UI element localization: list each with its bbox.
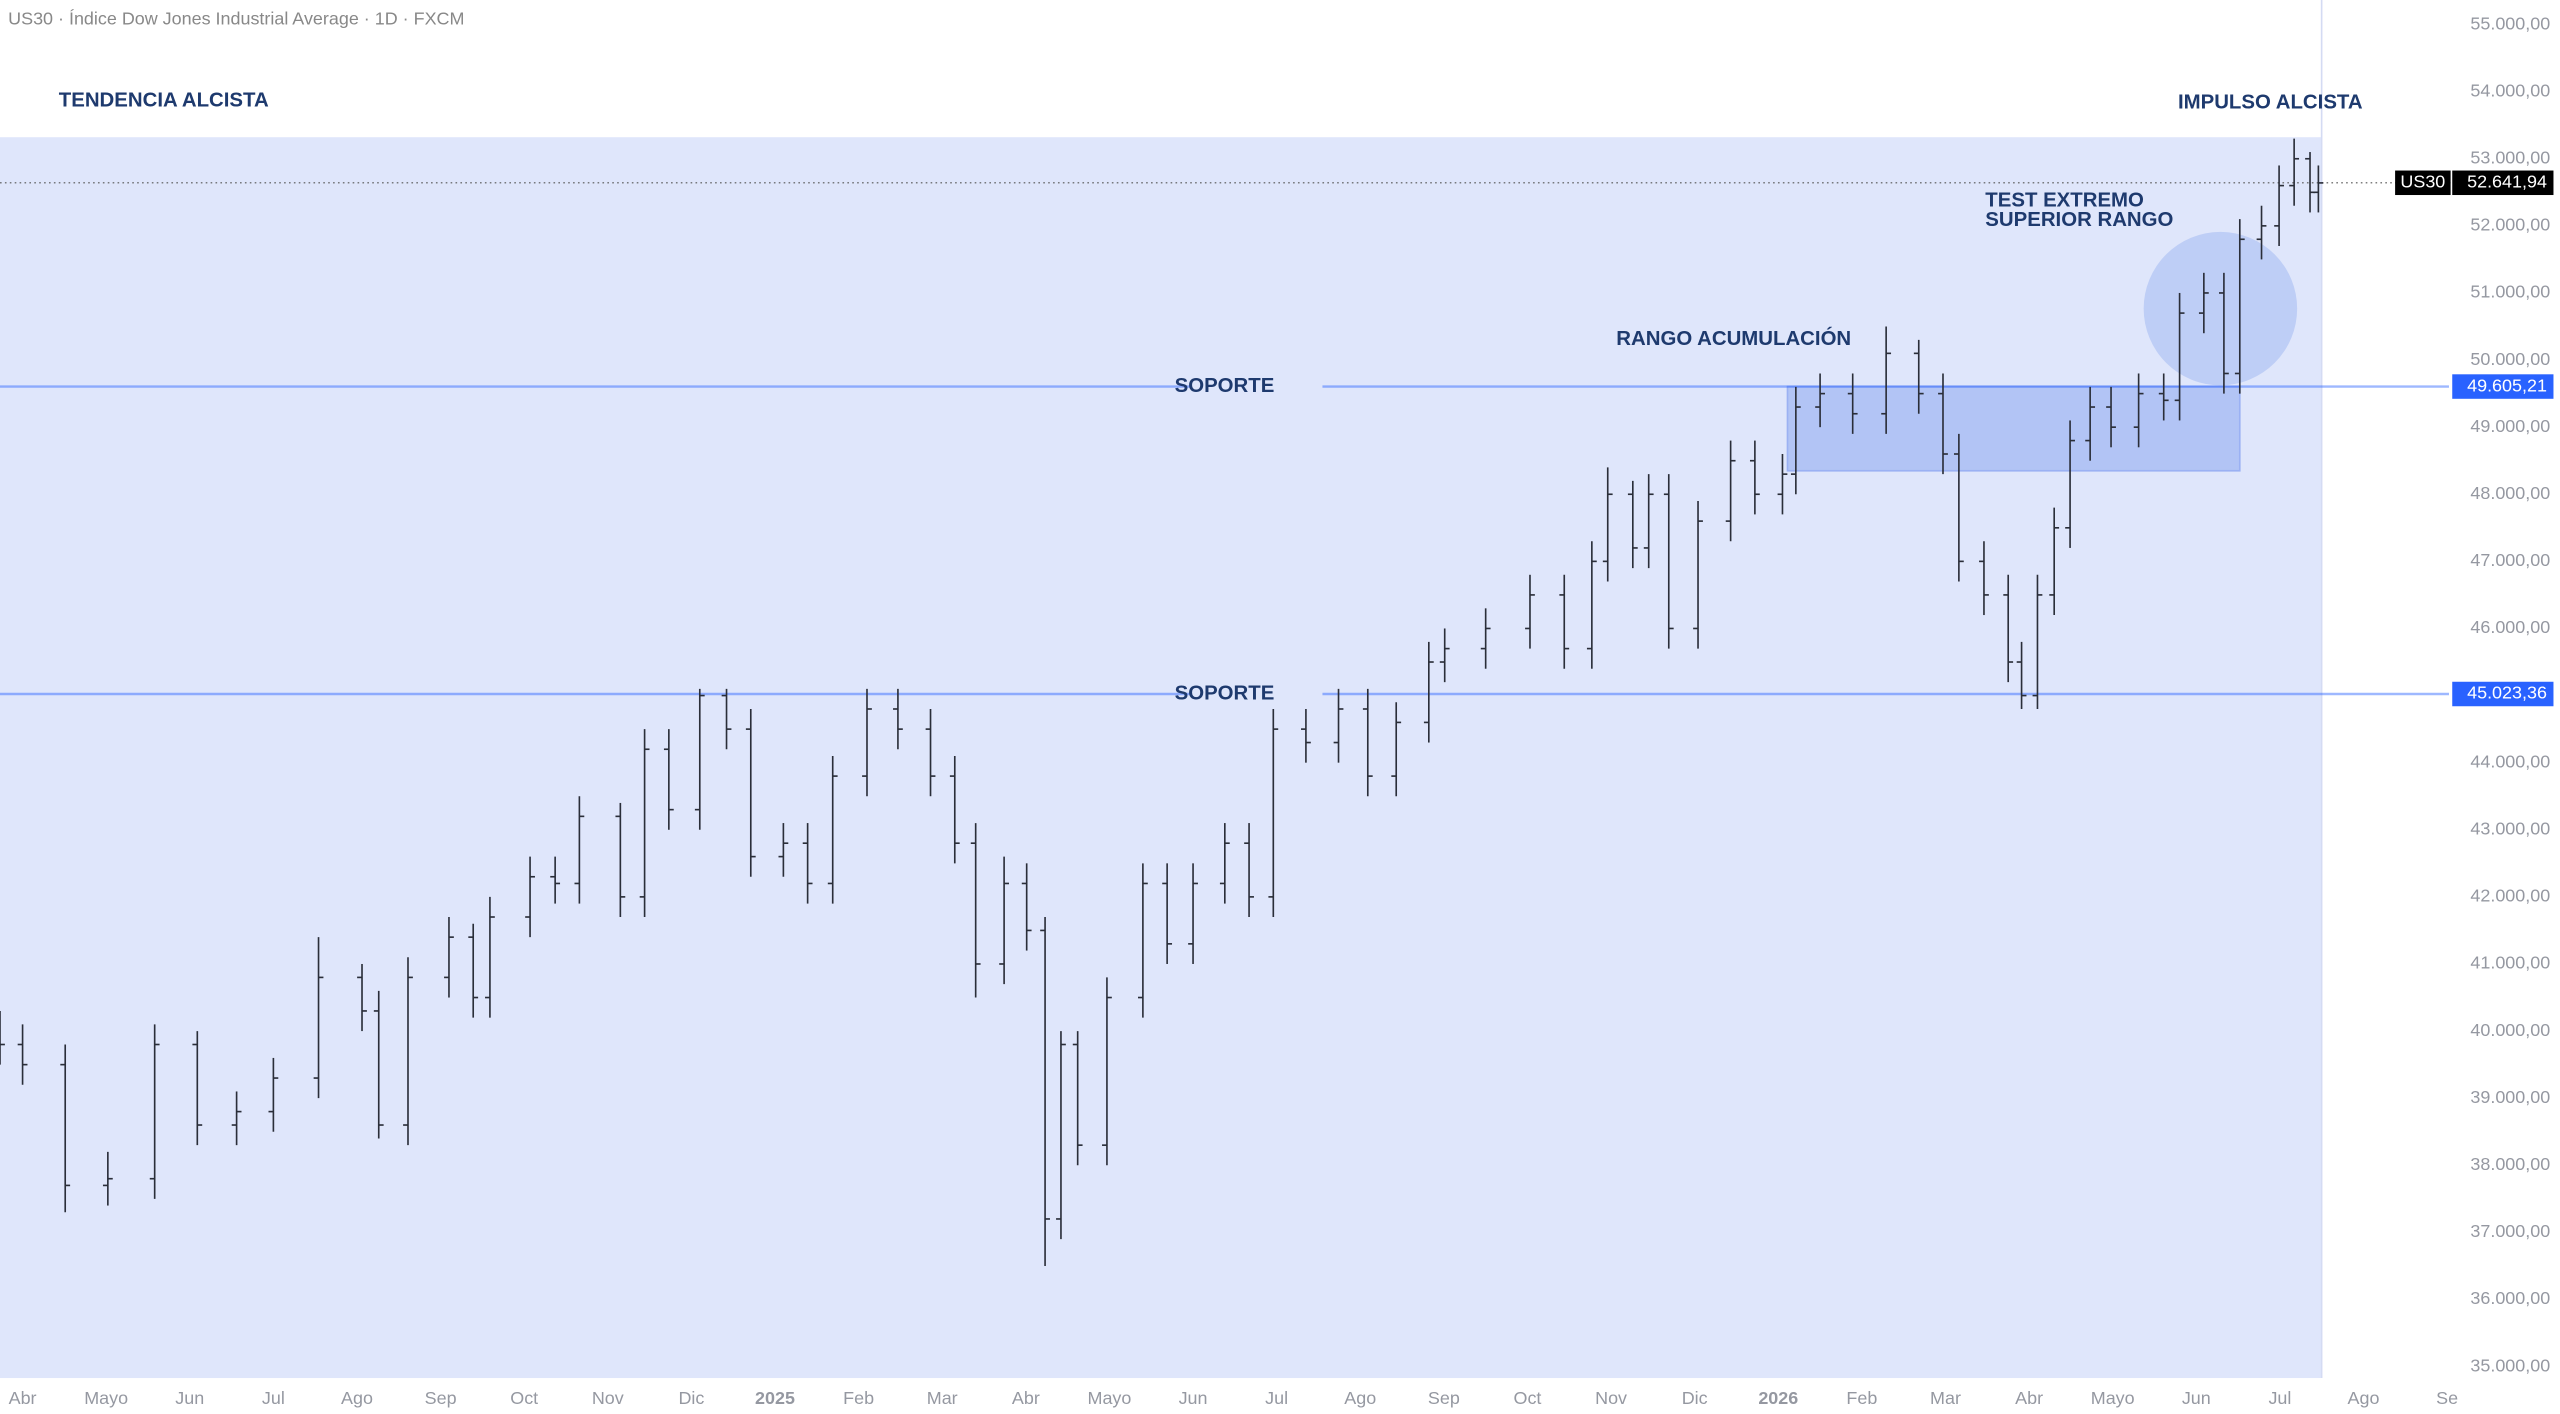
y-tick-label: 51.000,00 — [2470, 282, 2550, 302]
x-tick-label: Feb — [843, 1388, 874, 1408]
x-tick-label: Jun — [1179, 1388, 1208, 1408]
y-tick-label: 55.000,00 — [2470, 13, 2550, 33]
x-tick-label: Jul — [262, 1388, 285, 1408]
trend-background — [0, 137, 2322, 1379]
price-value: 52.641,94 — [2467, 172, 2547, 192]
highlight-circle — [2143, 231, 2298, 386]
y-tick-label: 54.000,00 — [2470, 80, 2550, 100]
x-tick-label: Nov — [1595, 1388, 1627, 1408]
price-name-badge — [2395, 170, 2451, 196]
price-name: US30 — [2400, 172, 2445, 192]
x-tick-label: Abr — [1012, 1388, 1040, 1408]
level-name: SOPORTE — [1175, 375, 1275, 397]
x-tick-label: Jun — [2182, 1388, 2211, 1408]
x-tick-label: Sep — [425, 1388, 457, 1408]
x-tick-label: Abr — [9, 1388, 37, 1408]
label-bg — [1191, 680, 1323, 708]
y-tick-label: 41.000,00 — [2470, 953, 2550, 973]
y-tick-label: 53.000,00 — [2470, 147, 2550, 167]
y-tick-label: 38.000,00 — [2470, 1154, 2550, 1174]
y-tick-label: 52.000,00 — [2470, 215, 2550, 235]
x-tick-label: Mayo — [2091, 1388, 2135, 1408]
x-tick-label: Oct — [510, 1388, 538, 1408]
level-name: SOPORTE — [1175, 682, 1275, 704]
x-tick-label: Dic — [678, 1388, 704, 1408]
annotation: TEST EXTREMO — [1985, 189, 2144, 211]
price-badge — [2452, 170, 2554, 196]
x-tick-label: Dic — [1682, 1388, 1708, 1408]
y-tick-label: 48.000,00 — [2470, 483, 2550, 503]
x-tick-label: Mar — [927, 1388, 958, 1408]
x-tick-label: Feb — [1846, 1388, 1877, 1408]
annotation: SUPERIOR RANGO — [1985, 209, 2173, 231]
annotation: TENDENCIA ALCISTA — [59, 90, 269, 112]
y-tick-label: 50.000,00 — [2470, 349, 2550, 369]
x-tick-label: 2026 — [1758, 1388, 1798, 1408]
x-tick-label: Oct — [1514, 1388, 1542, 1408]
label-bg — [1191, 373, 1323, 400]
x-tick-label: Sep — [1428, 1388, 1460, 1408]
y-tick-label: 47.000,00 — [2470, 550, 2550, 570]
x-tick-label: Jul — [2268, 1388, 2291, 1408]
chart-title: US30 · Índice Dow Jones Industrial Avera… — [8, 8, 464, 28]
x-tick-label: 2025 — [755, 1388, 795, 1408]
level-badge — [2452, 681, 2554, 707]
x-tick-label: Ago — [1344, 1388, 1376, 1408]
x-tick-label: Jul — [1265, 1388, 1288, 1408]
y-tick-label: 42.000,00 — [2470, 886, 2550, 906]
x-tick-label: Ago — [341, 1388, 373, 1408]
x-tick-label: Se — [2436, 1388, 2458, 1408]
y-tick-label: 35.000,00 — [2470, 1355, 2550, 1375]
x-tick-label: Mayo — [1088, 1388, 1132, 1408]
marks — [0, 138, 2453, 1266]
level-badge — [2452, 374, 2554, 399]
y-tick-label: 36.000,00 — [2470, 1288, 2550, 1308]
y-tick-label: 39.000,00 — [2470, 1087, 2550, 1107]
x-tick-label: Abr — [2015, 1388, 2043, 1408]
y-tick-label: 44.000,00 — [2470, 751, 2550, 771]
y-tick-label: 40.000,00 — [2470, 1020, 2550, 1040]
annotation: RANGO ACUMULACIÓN — [1616, 326, 1851, 350]
x-tick-label: Mayo — [84, 1388, 128, 1408]
y-tick-label: 37.000,00 — [2470, 1221, 2550, 1241]
x-tick-label: Nov — [592, 1388, 624, 1408]
level-value: 45.023,36 — [2467, 683, 2547, 703]
x-tick-label: Mar — [1930, 1388, 1961, 1408]
range-zone — [1786, 385, 2241, 472]
x-tick-label: Jun — [175, 1388, 204, 1408]
y-tick-label: 43.000,00 — [2470, 819, 2550, 839]
x-tick-label: Ago — [2348, 1388, 2380, 1408]
annotation: IMPULSO ALCISTA — [2178, 91, 2363, 113]
y-tick-label: 49.000,00 — [2470, 416, 2550, 436]
level-value: 49.605,21 — [2467, 375, 2547, 395]
y-tick-label: 46.000,00 — [2470, 617, 2550, 637]
